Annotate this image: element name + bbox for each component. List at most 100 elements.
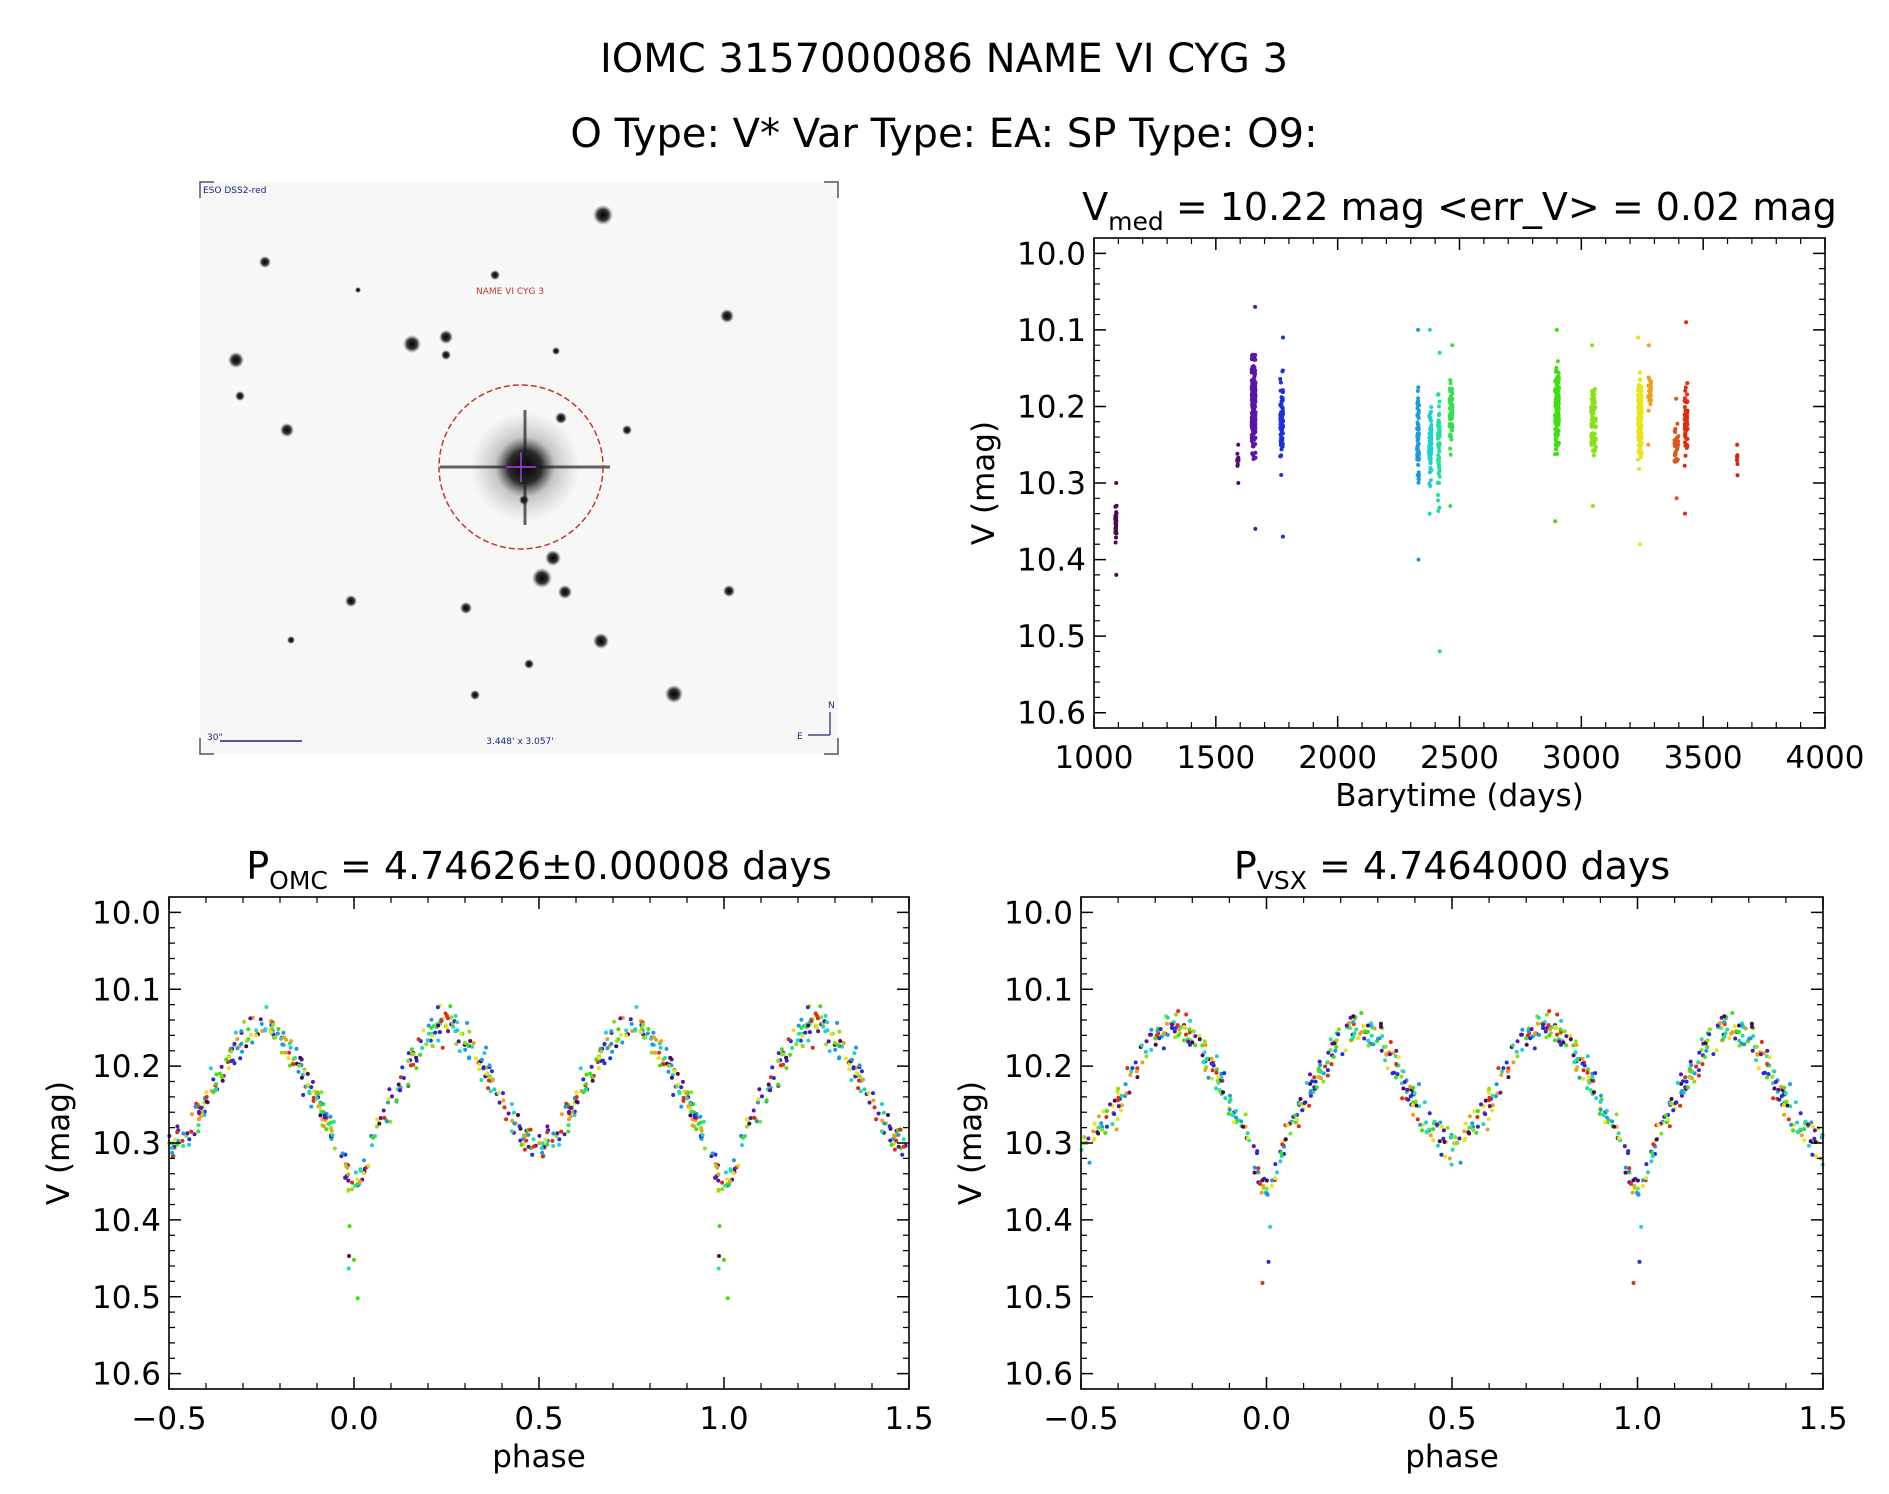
chart-title: Vmed = 10.22 mag <err_V> = 0.02 mag <box>1082 185 1837 236</box>
data-point <box>424 1042 429 1047</box>
data-point <box>1685 1085 1690 1090</box>
data-point <box>1334 1038 1339 1043</box>
data-point <box>1765 1048 1770 1053</box>
data-point <box>1260 1281 1265 1285</box>
data-point <box>1524 1036 1529 1041</box>
data-point <box>1702 1055 1707 1059</box>
data-point <box>1541 1022 1545 1027</box>
data-point <box>816 1029 821 1034</box>
data-point <box>679 1085 684 1090</box>
data-point <box>1361 1024 1366 1028</box>
data-point <box>1356 1036 1361 1041</box>
data-point <box>1553 1024 1558 1029</box>
data-point <box>1700 1062 1705 1067</box>
data-point <box>1590 401 1595 406</box>
data-point <box>1245 1131 1250 1136</box>
data-point <box>180 1138 185 1143</box>
finder-star <box>490 270 500 280</box>
data-point <box>634 1005 639 1009</box>
data-point <box>1406 1097 1411 1102</box>
data-point <box>302 1068 307 1073</box>
data-point <box>189 1112 194 1117</box>
data-point <box>568 1114 573 1119</box>
data-point <box>1553 379 1558 384</box>
y-tick-label: 10.2 <box>92 1049 161 1085</box>
data-point <box>1086 1136 1091 1141</box>
data-point <box>1690 1070 1695 1074</box>
data-point <box>226 1066 231 1071</box>
data-point <box>754 1119 759 1124</box>
data-point <box>1795 1120 1800 1125</box>
data-point <box>1427 1127 1432 1132</box>
data-point <box>684 1096 689 1101</box>
data-point <box>199 1106 204 1110</box>
data-point <box>1328 1037 1333 1042</box>
data-point <box>1554 369 1559 374</box>
data-point <box>1585 1070 1590 1075</box>
data-point <box>1427 481 1432 486</box>
data-point <box>545 1142 550 1147</box>
data-point <box>1197 1033 1202 1038</box>
data-point <box>649 1036 654 1041</box>
data-point <box>1235 451 1240 456</box>
data-point <box>1592 453 1596 458</box>
data-point <box>668 1055 673 1060</box>
data-point <box>1675 1080 1680 1085</box>
data-point <box>1265 1192 1270 1197</box>
data-point <box>321 1109 325 1114</box>
data-point <box>1298 1097 1303 1101</box>
data-point <box>340 1151 345 1156</box>
data-point <box>1553 1038 1557 1043</box>
data-point <box>511 1110 516 1115</box>
data-point <box>1203 1043 1208 1047</box>
data-point <box>401 1076 406 1080</box>
data-point <box>246 1027 251 1032</box>
data-point <box>1344 1023 1349 1028</box>
finder-star <box>460 602 472 614</box>
data-point <box>1206 1075 1211 1080</box>
data-point <box>430 1043 435 1048</box>
data-point <box>229 1049 234 1054</box>
data-point <box>437 1030 442 1035</box>
data-point <box>1651 1142 1656 1147</box>
data-point <box>581 1077 586 1082</box>
x-axis-label: phase <box>1405 1439 1499 1475</box>
data-point <box>1812 1128 1817 1133</box>
data-point <box>1116 1104 1121 1109</box>
data-point <box>1585 1067 1590 1072</box>
data-point <box>1806 1143 1811 1148</box>
data-point <box>1387 1052 1392 1057</box>
data-point <box>574 1099 579 1104</box>
data-point <box>280 1042 285 1047</box>
data-point <box>1279 1154 1284 1159</box>
data-point <box>1253 410 1258 415</box>
data-point <box>1487 1104 1492 1109</box>
data-point <box>1307 1103 1312 1108</box>
data-point <box>1214 1054 1219 1059</box>
data-point <box>1165 1032 1170 1037</box>
data-point <box>1188 1018 1193 1023</box>
data-point <box>318 1113 323 1118</box>
data-point <box>653 1050 657 1055</box>
data-point <box>1352 1031 1357 1036</box>
data-point <box>1388 1040 1393 1044</box>
y-tick-label: 10.3 <box>1004 1126 1073 1162</box>
data-point <box>1765 1075 1769 1080</box>
data-point <box>1408 1094 1413 1099</box>
data-point <box>646 1027 651 1031</box>
data-point <box>1674 496 1679 501</box>
data-point <box>1555 383 1560 388</box>
data-point <box>1391 1051 1395 1056</box>
data-point <box>232 1041 237 1046</box>
data-point <box>1259 1190 1264 1195</box>
data-point <box>1806 1122 1810 1127</box>
data-point <box>1200 1053 1205 1058</box>
data-point <box>1416 327 1421 332</box>
data-point <box>676 1082 681 1087</box>
data-point <box>1554 365 1559 370</box>
data-point <box>1110 1122 1115 1127</box>
data-point <box>1548 1027 1552 1032</box>
data-point <box>588 1071 592 1076</box>
data-point <box>1108 1102 1112 1107</box>
data-point <box>481 1066 486 1071</box>
